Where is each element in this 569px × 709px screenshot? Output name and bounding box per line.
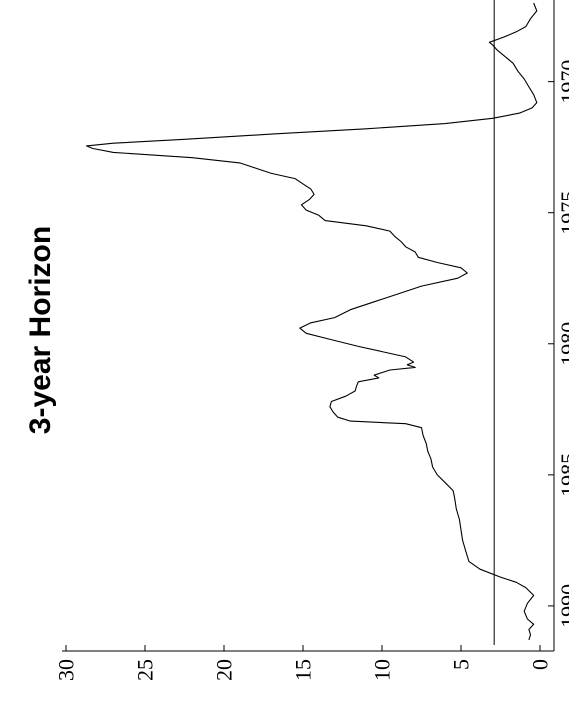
x-tick-label: 1970 <box>556 60 569 104</box>
y-tick-label: 20 <box>212 659 237 681</box>
x-tick-label: 1980 <box>556 322 569 366</box>
series-line-1 <box>85 2 538 641</box>
x-tick-label: 1990 <box>556 584 569 628</box>
y-tick-label: 25 <box>133 659 158 681</box>
y-tick-label: 15 <box>291 659 316 681</box>
x-axis-ticks: 1970 1975 1980 1985 1990 <box>548 60 569 628</box>
x-tick-label: 1985 <box>556 453 569 497</box>
y-axis-ticks: 0 5 10 15 20 25 30 <box>54 645 553 681</box>
y-tick-label: 0 <box>528 659 553 670</box>
y-tick-label: 5 <box>449 659 474 670</box>
x-tick-label: 1975 <box>556 191 569 235</box>
y-tick-label: 10 <box>370 659 395 681</box>
y-tick-label: 30 <box>54 659 79 681</box>
chart-title: 3-year Horizon <box>24 226 57 434</box>
plot-area <box>62 0 555 652</box>
